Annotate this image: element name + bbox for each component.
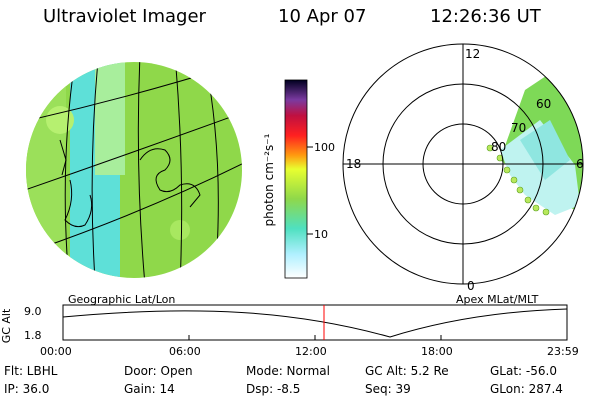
- polar-lat-60: 60: [536, 97, 551, 111]
- polar-overlay-dots: [486, 144, 550, 216]
- status-flt: Flt: LBHL: [4, 364, 58, 378]
- colorbar-tick-100: 100: [314, 141, 335, 154]
- alt-xtick-0: 00:00: [40, 345, 72, 358]
- status-glat: GLat: -56.0: [490, 364, 557, 378]
- time-label: 12:26:36 UT: [430, 6, 541, 27]
- colorbar-tick-10: 10: [314, 228, 328, 241]
- polar-lat-70: 70: [511, 121, 526, 135]
- alt-ytick-1-8: 1.8: [24, 329, 42, 342]
- status-dsp: Dsp: -8.5: [246, 382, 301, 396]
- alt-xtick-4: 23:59: [547, 345, 579, 358]
- alt-ylabel: GC Alt: [0, 308, 13, 343]
- polar-mlt-12: 12: [465, 47, 480, 61]
- status-mode: Mode: Normal: [246, 364, 330, 378]
- alt-xtick-2: 12:00: [295, 345, 327, 358]
- polar-lat-80: 80: [491, 140, 506, 154]
- polar-caption: Apex MLat/MLT: [456, 293, 539, 306]
- polar-mlt-0: 0: [467, 279, 475, 293]
- page-title: Ultraviolet Imager: [43, 6, 206, 27]
- status-glon: GLon: 287.4: [490, 382, 563, 396]
- alt-xtick-3: 18:00: [421, 345, 453, 358]
- geographic-caption: Geographic Lat/Lon: [68, 293, 176, 306]
- status-ip: IP: 36.0: [4, 382, 50, 396]
- status-gain: Gain: 14: [124, 382, 175, 396]
- date-label: 10 Apr 07: [278, 6, 367, 27]
- polar-mlt-18: 18: [346, 157, 361, 171]
- status-door: Door: Open: [124, 364, 193, 378]
- alt-ytick-9: 9.0: [24, 305, 42, 318]
- status-gcalt: GC Alt: 5.2 Re: [365, 364, 449, 378]
- colorbar-unit-label: photon cm⁻²s⁻¹: [262, 133, 276, 226]
- alt-xtick-1: 06:00: [169, 345, 201, 358]
- status-seq: Seq: 39: [365, 382, 411, 396]
- polar-mlt-6: 6: [576, 157, 584, 171]
